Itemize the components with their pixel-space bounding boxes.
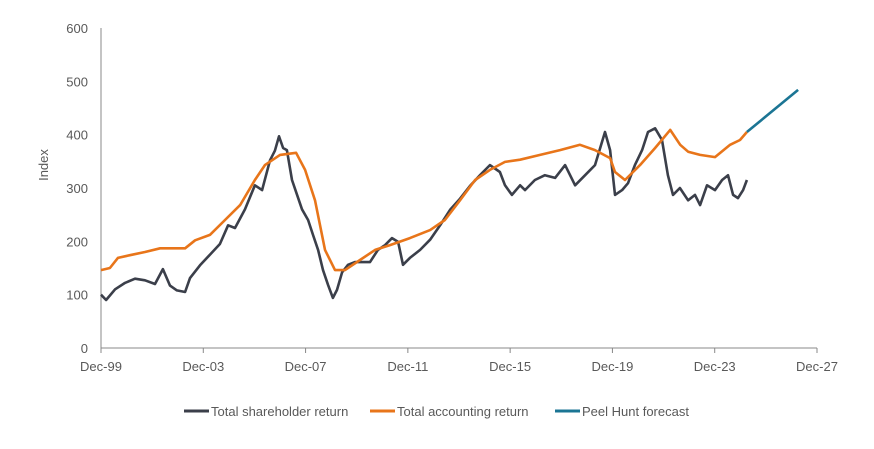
x-tick-label: Dec-03 xyxy=(182,359,224,374)
legend-label: Total shareholder return xyxy=(211,404,348,419)
x-tick-label: Dec-27 xyxy=(796,359,838,374)
x-tick-label: Dec-99 xyxy=(80,359,122,374)
y-tick-label: 100 xyxy=(66,288,88,303)
y-tick-label: 200 xyxy=(66,234,88,249)
y-tick-label: 300 xyxy=(66,181,88,196)
plot-area xyxy=(100,88,799,302)
x-axis: Dec-99 Dec-03 Dec-07 Dec-11 Dec-15 Dec-19 Dec-… xyxy=(80,347,838,374)
x-tick-label: Dec-23 xyxy=(694,359,736,374)
y-axis-title: Index xyxy=(36,149,51,181)
series-line-total-accounting-return xyxy=(100,128,748,272)
x-tick-label: Dec-19 xyxy=(591,359,633,374)
y-tick-label: 400 xyxy=(66,128,88,143)
legend: Total shareholder return Total accounting… xyxy=(184,404,689,419)
y-tick-label: 500 xyxy=(66,74,88,89)
x-tick-label: Dec-07 xyxy=(285,359,327,374)
x-tick-label: Dec-11 xyxy=(387,359,428,374)
legend-label: Total accounting return xyxy=(397,404,529,419)
y-axis: 0 100 200 300 400 500 600 xyxy=(66,21,102,356)
x-tick-label: Dec-15 xyxy=(489,359,531,374)
series-line-peel-hunt-forecast xyxy=(746,88,799,134)
legend-label: Peel Hunt forecast xyxy=(582,404,689,419)
y-tick-label: 0 xyxy=(81,341,88,356)
y-tick-label: 600 xyxy=(66,21,88,36)
series-line-total-shareholder-return xyxy=(100,127,749,302)
